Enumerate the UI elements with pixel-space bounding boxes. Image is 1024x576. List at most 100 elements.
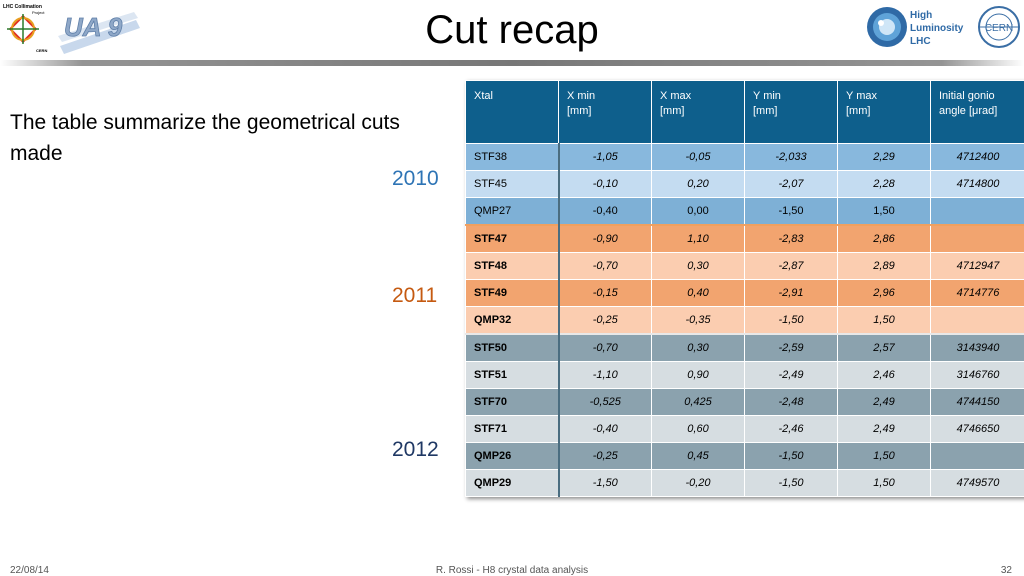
cell-gonio-angle: 4744150 <box>930 388 1024 416</box>
lhc-logo-text: LHC Collimation <box>3 4 42 10</box>
cern-logo: CERN <box>978 6 1020 48</box>
cell-xtal: STF38 <box>465 143 560 171</box>
table-row: QMP26 -0,25 0,45 -1,50 1,50 <box>465 442 1024 470</box>
cell-y-max: 1,50 <box>837 442 931 470</box>
cell-y-min: -2,033 <box>744 143 838 171</box>
table-row: STF70 -0,525 0,425 -2,48 2,49 4744150 <box>465 388 1024 416</box>
cell-y-min: -2,49 <box>744 361 838 389</box>
lhc-collimation-logo: LHC Collimation Project CERN <box>3 4 47 53</box>
cell-x-min: -0,40 <box>558 415 652 443</box>
cell-x-max: 0,45 <box>651 442 745 470</box>
cell-xtal: STF48 <box>465 252 560 280</box>
cell-y-max: 2,49 <box>837 388 931 416</box>
cell-gonio-angle <box>930 442 1024 470</box>
cell-y-max: 2,49 <box>837 415 931 443</box>
cell-x-max: -0,35 <box>651 306 745 335</box>
cell-x-max: 0,60 <box>651 415 745 443</box>
cell-gonio-angle <box>930 224 1024 253</box>
cell-gonio-angle: 4712400 <box>930 143 1024 171</box>
cell-y-max: 2,89 <box>837 252 931 280</box>
cell-xtal: STF50 <box>465 333 560 362</box>
footer-title: R. Rossi - H8 crystal data analysis <box>435 565 589 576</box>
table-row: STF47 -0,90 1,10 -2,83 2,86 <box>465 224 1024 253</box>
cell-x-max: 0,425 <box>651 388 745 416</box>
table-row: QMP27 -0,40 0,00 -1,50 1,50 <box>465 197 1024 226</box>
cell-x-max: 0,30 <box>651 252 745 280</box>
table-row: STF71 -0,40 0,60 -2,46 2,49 4746650 <box>465 415 1024 443</box>
cell-gonio-angle <box>930 306 1024 335</box>
cell-y-max: 1,50 <box>837 469 931 497</box>
cell-y-max: 2,57 <box>837 333 931 362</box>
year-label-2011: 2011 <box>392 284 438 307</box>
year-label-2012: 2012 <box>392 438 439 461</box>
cell-xtal: STF49 <box>465 279 560 307</box>
cell-gonio-angle: 4712947 <box>930 252 1024 280</box>
cell-x-max: 0,40 <box>651 279 745 307</box>
cell-xtal: STF51 <box>465 361 560 389</box>
title-divider <box>0 60 1024 66</box>
table-row: QMP32 -0,25 -0,35 -1,50 1,50 <box>465 306 1024 335</box>
footer-date: 22/08/14 <box>10 565 49 576</box>
cell-x-max: -0,05 <box>651 143 745 171</box>
cell-y-max: 2,86 <box>837 224 931 253</box>
cell-x-min: -0,15 <box>558 279 652 307</box>
cell-y-min: -1,50 <box>744 469 838 497</box>
cell-xtal: QMP27 <box>465 197 560 226</box>
cell-xtal: STF71 <box>465 415 560 443</box>
cell-x-max: 0,90 <box>651 361 745 389</box>
cell-x-min: -1,05 <box>558 143 652 171</box>
cell-x-min: -0,10 <box>558 170 652 198</box>
ua9-logo-text: UA 9 <box>64 12 123 42</box>
cell-x-min: -1,10 <box>558 361 652 389</box>
cell-y-min: -2,91 <box>744 279 838 307</box>
high-luminosity-lhc-logo: High Luminosity LHC <box>867 7 964 47</box>
cell-y-min: -2,07 <box>744 170 838 198</box>
cell-y-min: -2,59 <box>744 333 838 362</box>
cell-xtal: STF70 <box>465 388 560 416</box>
cell-gonio-angle: 4746650 <box>930 415 1024 443</box>
cell-y-min: -1,50 <box>744 197 838 226</box>
lhc-logo-project: Project <box>32 10 45 15</box>
cell-xtal: QMP29 <box>465 469 560 497</box>
cell-gonio-angle: 3146760 <box>930 361 1024 389</box>
table-row: QMP29 -1,50 -0,20 -1,50 1,50 4749570 <box>465 469 1024 497</box>
lhc-logo-cern: CERN <box>36 48 47 53</box>
intro-text: The table summarize the geometrical cuts… <box>10 111 400 165</box>
slide-title: Cut recap <box>425 8 599 52</box>
ua9-logo: UA 9 <box>58 12 140 54</box>
cell-x-min: -0,25 <box>558 306 652 335</box>
cell-y-max: 1,50 <box>837 306 931 335</box>
cell-gonio-angle <box>930 197 1024 226</box>
year-label-2010: 2010 <box>392 167 439 190</box>
header-xtal: Xtal <box>465 80 559 144</box>
cell-xtal: QMP26 <box>465 442 560 470</box>
cell-x-min: -0,90 <box>558 224 652 253</box>
cell-x-max: -0,20 <box>651 469 745 497</box>
hl-logo-line3: LHC <box>910 36 931 47</box>
cell-x-max: 1,10 <box>651 224 745 253</box>
hl-logo-line2: Luminosity <box>910 23 964 34</box>
cell-x-min: -0,40 <box>558 197 652 226</box>
cell-x-min: -1,50 <box>558 469 652 497</box>
table-row: STF45 -0,10 0,20 -2,07 2,28 4714800 <box>465 170 1024 198</box>
cell-xtal: STF47 <box>465 224 560 253</box>
cell-x-max: 0,20 <box>651 170 745 198</box>
cell-x-min: -0,25 <box>558 442 652 470</box>
cell-y-max: 2,96 <box>837 279 931 307</box>
cell-x-min: -0,525 <box>558 388 652 416</box>
cell-x-max: 0,00 <box>651 197 745 226</box>
cut-recap-table: Xtal X min [mm] X max [mm] Y min [mm] Y max… <box>465 80 1024 497</box>
header-x-min: X min [mm] <box>558 80 652 144</box>
cell-y-min: -2,87 <box>744 252 838 280</box>
table-row: STF48 -0,70 0,30 -2,87 2,89 4712947 <box>465 252 1024 280</box>
hl-logo-line1: High <box>910 10 932 21</box>
footer-page-number: 32 <box>1000 565 1012 576</box>
cell-x-min: -0,70 <box>558 333 652 362</box>
cell-y-min: -1,50 <box>744 442 838 470</box>
cell-gonio-angle: 3143940 <box>930 333 1024 362</box>
table-header-row: Xtal X min [mm] X max [mm] Y min [mm] Y max… <box>465 80 1024 144</box>
table-row: STF38 -1,05 -0,05 -2,033 2,29 4712400 <box>465 143 1024 171</box>
cell-xtal: STF45 <box>465 170 560 198</box>
cell-x-min: -0,70 <box>558 252 652 280</box>
cell-y-min: -2,46 <box>744 415 838 443</box>
